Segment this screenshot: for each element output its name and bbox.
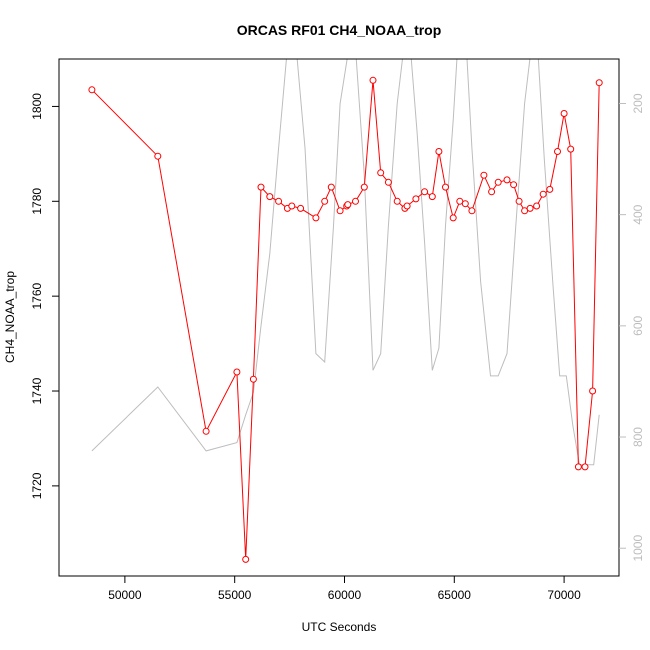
ch4-data-point	[539, 190, 547, 198]
ch4-data-point	[266, 193, 274, 201]
ch4-data-point	[449, 214, 457, 222]
ch4-data-point	[336, 207, 344, 215]
ch4-data-point	[327, 183, 335, 191]
ch4-data-point	[421, 188, 429, 196]
y-tick-label: 1760	[30, 282, 44, 309]
ch4-series-line	[91, 80, 600, 560]
plot-frame	[58, 58, 620, 577]
ch4-data-point	[510, 181, 518, 189]
x-tick-label: 55000	[218, 588, 252, 602]
ch4-data-point	[515, 197, 523, 205]
ch4-data-point	[428, 193, 436, 201]
secondary-y-tick-label: 200	[631, 93, 645, 113]
x-axis: 50000 55000 60000 65000 70000	[108, 576, 581, 602]
ch4-data-point	[257, 183, 265, 191]
ch4-data-point	[546, 185, 554, 193]
ch4-data-point	[202, 427, 210, 435]
ch4-data-point	[581, 463, 589, 471]
x-tick-label: 60000	[328, 588, 362, 602]
ch4-data-point	[321, 197, 329, 205]
y-tick-label: 1800	[30, 93, 44, 120]
y-tick-label: 1740	[30, 377, 44, 404]
ch4-data-point	[574, 463, 582, 471]
ch4-data-point	[435, 148, 443, 155]
ch4-data-point	[403, 202, 411, 210]
secondary-series-layer	[91, 59, 600, 466]
ch4-data-point	[88, 86, 96, 94]
y-axis: 1720 1740 1760 1780 1800	[30, 93, 59, 499]
ch4-data-point	[554, 148, 561, 155]
ch4-data-point	[442, 183, 449, 191]
ch4-data-point	[412, 195, 420, 203]
x-tick-label: 50000	[108, 588, 142, 602]
ch4-data-point	[567, 145, 575, 153]
secondary-y-tick-label: 600	[631, 316, 645, 336]
ch4-data-point	[488, 188, 496, 196]
secondary-y-tick-label: 800	[631, 427, 645, 447]
ch4-data-point	[288, 202, 296, 210]
y-tick-label: 1780	[30, 188, 44, 215]
secondary-y-axis: 200 400 600 800 1000	[619, 93, 645, 562]
ch4-data-point	[533, 202, 541, 210]
secondary-y-tick-label: 400	[631, 204, 645, 224]
x-axis-label: UTC Seconds	[302, 620, 377, 634]
ch4-data-point	[526, 204, 534, 212]
ch4-data-point	[494, 178, 502, 186]
ch4-data-point	[377, 169, 385, 177]
ch4-data-point	[249, 375, 257, 383]
ch4-data-point	[297, 204, 305, 212]
ch4-data-point	[344, 201, 352, 209]
ch4-data-point	[480, 171, 488, 179]
ch4-data-point	[461, 200, 469, 208]
ch4-data-point	[352, 197, 359, 205]
x-tick-label: 65000	[438, 588, 472, 602]
secondary-y-tick-label: 1000	[631, 535, 645, 562]
ch4-data-point	[242, 555, 250, 563]
ch4-data-point	[468, 207, 476, 215]
ch4-data-point	[360, 183, 368, 191]
ch4-data-point	[589, 387, 597, 395]
ch4-data-point	[393, 197, 401, 205]
ch4-data-point	[312, 214, 320, 222]
chart-title: ORCAS RF01 CH4_NOAA_trop	[237, 22, 442, 38]
y-tick-label: 1720	[30, 472, 44, 499]
ch4-data-point	[275, 197, 283, 205]
x-tick-label: 70000	[547, 588, 581, 602]
ch4-data-point	[384, 178, 392, 186]
ch4-data-point	[560, 110, 568, 117]
ch4-series-layer	[88, 76, 603, 563]
ch4-data-point	[369, 76, 377, 84]
y-axis-label: CH4_NOAA_trop	[3, 271, 17, 363]
ch4-data-point	[233, 368, 241, 376]
secondary-series-line	[91, 59, 600, 466]
ch4-data-point	[595, 79, 603, 87]
ch4-data-point	[154, 152, 162, 160]
ch4-data-point	[503, 176, 511, 184]
